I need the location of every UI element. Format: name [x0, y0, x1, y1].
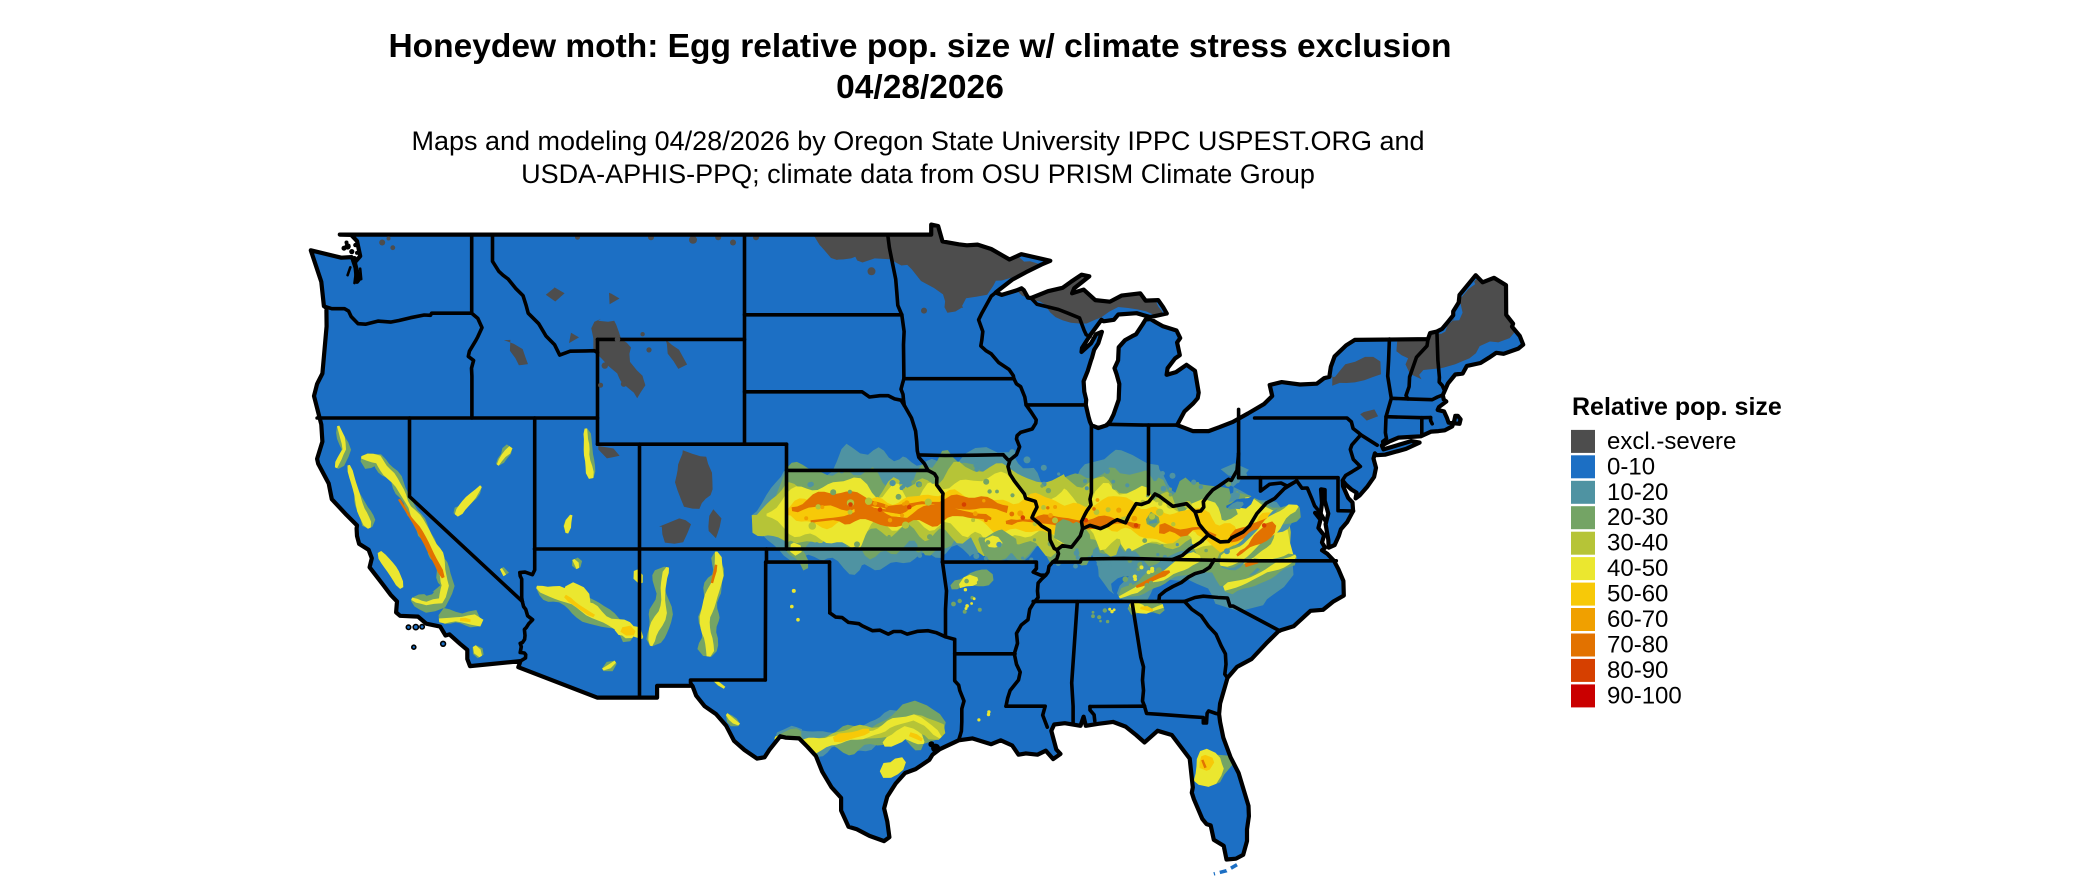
svg-text:excl.-severe: excl.-severe	[1607, 428, 1736, 455]
svg-text:10-20: 10-20	[1607, 479, 1668, 506]
svg-text:60-70: 60-70	[1607, 606, 1668, 633]
svg-text:80-90: 80-90	[1607, 657, 1668, 684]
svg-text:Honeydew moth: Egg relative po: Honeydew moth: Egg relative pop. size w/…	[388, 28, 1451, 65]
svg-text:20-30: 20-30	[1607, 504, 1668, 531]
svg-text:USDA-APHIS-PPQ; climate data f: USDA-APHIS-PPQ; climate data from OSU PR…	[521, 159, 1315, 189]
svg-text:Maps and modeling 04/28/2026 b: Maps and modeling 04/28/2026 by Oregon S…	[411, 126, 1424, 156]
svg-text:0-10: 0-10	[1607, 453, 1655, 480]
svg-text:40-50: 40-50	[1607, 555, 1668, 582]
svg-text:90-100: 90-100	[1607, 682, 1682, 709]
svg-text:70-80: 70-80	[1607, 632, 1668, 659]
svg-text:04/28/2026: 04/28/2026	[836, 69, 1004, 106]
svg-text:30-40: 30-40	[1607, 530, 1668, 557]
svg-text:50-60: 50-60	[1607, 581, 1668, 608]
svg-text:Relative pop. size: Relative pop. size	[1572, 393, 1782, 421]
